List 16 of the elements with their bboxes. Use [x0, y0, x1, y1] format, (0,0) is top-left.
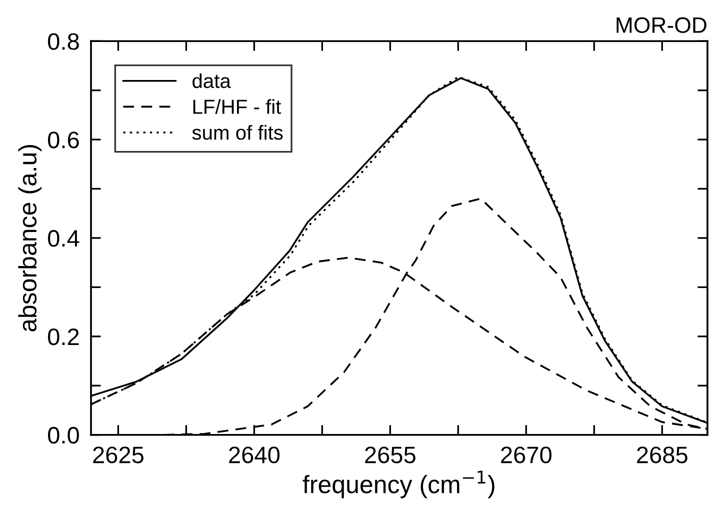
x-tick-label: 2685: [637, 446, 688, 464]
y-tick-label: 0.2: [48, 328, 79, 346]
x-tick-label: 2670: [501, 446, 552, 464]
y-tick-label: 0.6: [48, 132, 79, 148]
x-tick-label: 2640: [229, 446, 280, 464]
legend-label: data: [192, 73, 231, 88]
chart-title: MOR-OD: [616, 17, 706, 34]
y-axis-title: absorbance (a.u): [18, 145, 42, 332]
legend-label: LF/HF - fit: [193, 99, 282, 114]
x-tick-label: 2655: [365, 446, 416, 464]
x-tick-label: 2625: [93, 446, 144, 464]
x-axis-title: frequency (cm$^{−1}$): [302, 470, 494, 498]
y-tick-label: 0.8: [48, 33, 79, 50]
y-tick-label: 0.0: [48, 426, 79, 444]
y-tick-label: 0.4: [48, 230, 80, 247]
legend-label: sum of fits: [192, 124, 283, 140]
